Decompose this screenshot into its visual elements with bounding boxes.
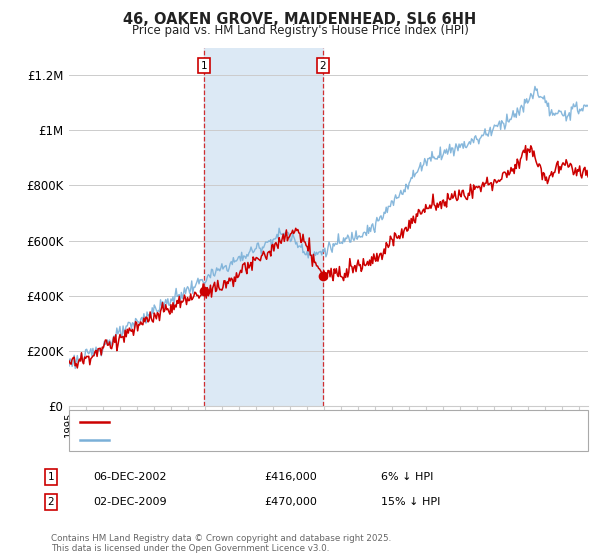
Text: 46, OAKEN GROVE, MAIDENHEAD, SL6 6HH: 46, OAKEN GROVE, MAIDENHEAD, SL6 6HH: [124, 12, 476, 27]
Text: 6% ↓ HPI: 6% ↓ HPI: [381, 472, 433, 482]
Text: 46, OAKEN GROVE, MAIDENHEAD, SL6 6HH (detached house): 46, OAKEN GROVE, MAIDENHEAD, SL6 6HH (de…: [116, 417, 436, 427]
Text: 2: 2: [320, 60, 326, 71]
Bar: [204, 48, 323, 406]
Text: Price paid vs. HM Land Registry's House Price Index (HPI): Price paid vs. HM Land Registry's House …: [131, 24, 469, 37]
Text: 1: 1: [200, 60, 207, 71]
Text: £470,000: £470,000: [264, 497, 317, 507]
Text: 02-DEC-2009: 02-DEC-2009: [93, 497, 167, 507]
Text: 1: 1: [47, 472, 55, 482]
Text: £416,000: £416,000: [264, 472, 317, 482]
Text: HPI: Average price, detached house, Windsor and Maidenhead: HPI: Average price, detached house, Wind…: [116, 435, 441, 445]
Text: 2: 2: [47, 497, 55, 507]
Text: 15% ↓ HPI: 15% ↓ HPI: [381, 497, 440, 507]
Text: Contains HM Land Registry data © Crown copyright and database right 2025.
This d: Contains HM Land Registry data © Crown c…: [51, 534, 391, 553]
Text: 06-DEC-2002: 06-DEC-2002: [93, 472, 167, 482]
